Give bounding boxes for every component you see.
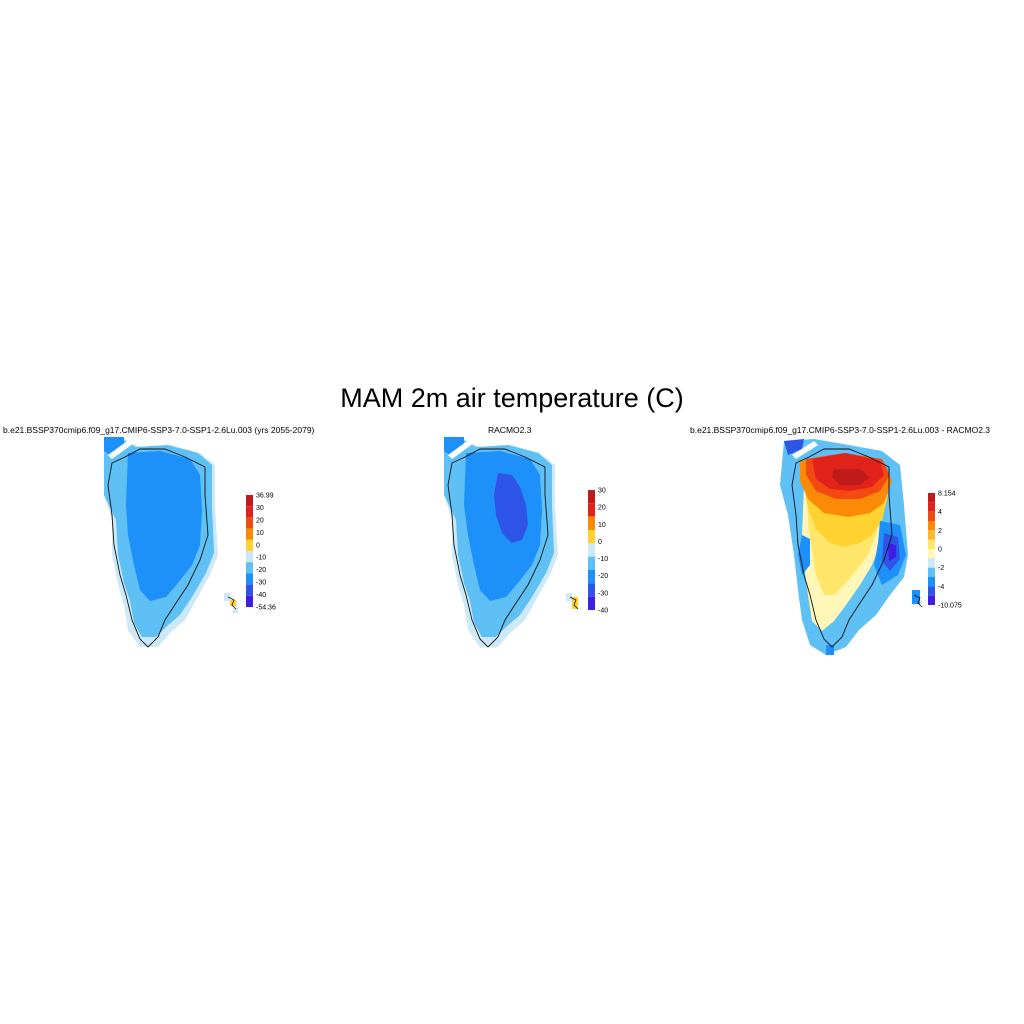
panel-racmo: RACMO2.3 30 20 10 0 -10 -20 -30 -40 [340,425,680,665]
colorbar-swatch [588,490,595,504]
colorbar-swatch [928,493,935,503]
colorbar-tick-label: -10.075 [938,603,962,610]
colorbar-swatch [588,596,595,610]
diff-north-white [792,441,818,459]
panel-title: b.e21.BSSP370cmip6.f09_g17.CMIP6-SSP3-7.… [690,425,991,435]
colorbar-swatch [246,551,253,563]
summit-zone [494,473,528,543]
colorbar-tick-label: -40 [256,592,266,599]
coastline [107,448,209,648]
colorbar-swatch [246,562,253,574]
colorbar-tick-label: -10 [598,556,608,563]
colorbar-tick-label: -20 [598,573,608,580]
colorbar: 8.154 4 2 0 -2 -4 -10.075 [928,491,962,610]
colorbar: 36.99 30 20 10 0 -10 -20 -30 -40 -54.36 [246,493,276,612]
diff-east-purple [888,543,896,561]
colorbar-swatch [246,539,253,551]
coastline-island [569,596,579,610]
colorbar-swatch [246,595,253,607]
north-white [108,439,134,459]
colorbar-tick-label: 20 [598,505,606,512]
colorbar-tick-label: 10 [598,522,606,529]
colorbar-swatch [246,573,253,585]
colorbar-swatch [588,530,595,544]
colorbar-swatch [928,595,935,605]
colorbar-tick-label: 0 [598,539,602,546]
panel-difference: b.e21.BSSP370cmip6.f09_g17.CMIP6-SSP3-7.… [684,425,1024,665]
colorbar-tick-label: 36.99 [256,493,274,500]
coastline [447,448,549,648]
colorbar-swatch [928,558,935,568]
diff-dark-red [832,469,870,485]
colorbar: 30 20 10 0 -10 -20 -30 -40 [588,488,608,615]
colorbar-swatch [928,502,935,512]
colorbar-tick-label: -40 [598,608,608,615]
colorbar-swatch [246,506,253,518]
east-patch-cool [224,593,230,601]
colorbar-tick-label: 20 [256,517,264,524]
east-patch-cool [566,593,572,601]
north-white [448,439,474,459]
interior-zone [126,451,202,601]
colorbar-tick-label: 30 [256,505,264,512]
colorbar-tick-label: 0 [938,547,942,554]
model-map: 36.99 30 20 10 0 -10 -20 -30 -40 -54.36 [104,437,276,648]
panel-model: b.e21.BSSP370cmip6.f09_g17.CMIP6-SSP3-7.… [0,425,340,665]
diff-east-island [912,590,920,604]
colorbar-tick-label: 0 [256,542,260,549]
coastline-island [913,594,923,608]
colorbar-tick-label: 8.154 [938,491,956,498]
east-patch-cool2 [233,608,238,613]
colorbar-tick-label: 2 [938,528,942,535]
colorbar-swatch [246,495,253,507]
colorbar-tick-label: -2 [938,565,944,572]
figure-title: MAM 2m air temperature (C) [340,383,684,413]
coastline [791,448,893,648]
coastline-island [227,596,237,610]
colorbar-tick-label: -30 [256,580,266,587]
colorbar-tick-label: -54.36 [256,605,276,612]
colorbar-swatch [928,521,935,531]
colorbar-swatch [588,503,595,517]
colorbar-swatch [928,511,935,521]
colorbar-swatch [588,543,595,557]
colorbar-tick-label: -20 [256,567,266,574]
colorbar-swatch [246,517,253,529]
colorbar-swatch [588,516,595,530]
colorbar-tick-label: -10 [256,555,266,562]
colorbar-swatch [928,530,935,540]
colorbar-tick-label: -30 [598,590,608,597]
colorbar-swatch [928,567,935,577]
diff-west-blue [798,535,810,575]
colorbar-swatch [588,556,595,570]
colorbar-tick-label: 10 [256,530,264,537]
colorbar-swatch [928,586,935,596]
colorbar-tick-label: 30 [598,488,606,495]
north-patch [104,437,124,455]
colorbar-swatch [928,577,935,587]
colorbar-swatch [928,549,935,559]
colorbar-swatch [246,528,253,540]
north-patch [444,437,464,455]
diff-south-blue [826,645,834,655]
panel-title: RACMO2.3 [488,425,532,435]
colorbar-swatch [588,570,595,584]
colorbar-tick-label: 4 [938,509,942,516]
colorbar-swatch [246,584,253,596]
difference-map: 8.154 4 2 0 -2 -4 -10.075 [780,439,962,655]
panel-title: b.e21.BSSP370cmip6.f09_g17.CMIP6-SSP3-7.… [3,425,315,435]
racmo-map: 30 20 10 0 -10 -20 -30 -40 [444,437,608,648]
diff-north-blue [784,439,804,455]
colorbar-swatch [928,539,935,549]
colorbar-swatch [588,583,595,597]
colorbar-tick-label: -4 [938,584,944,591]
